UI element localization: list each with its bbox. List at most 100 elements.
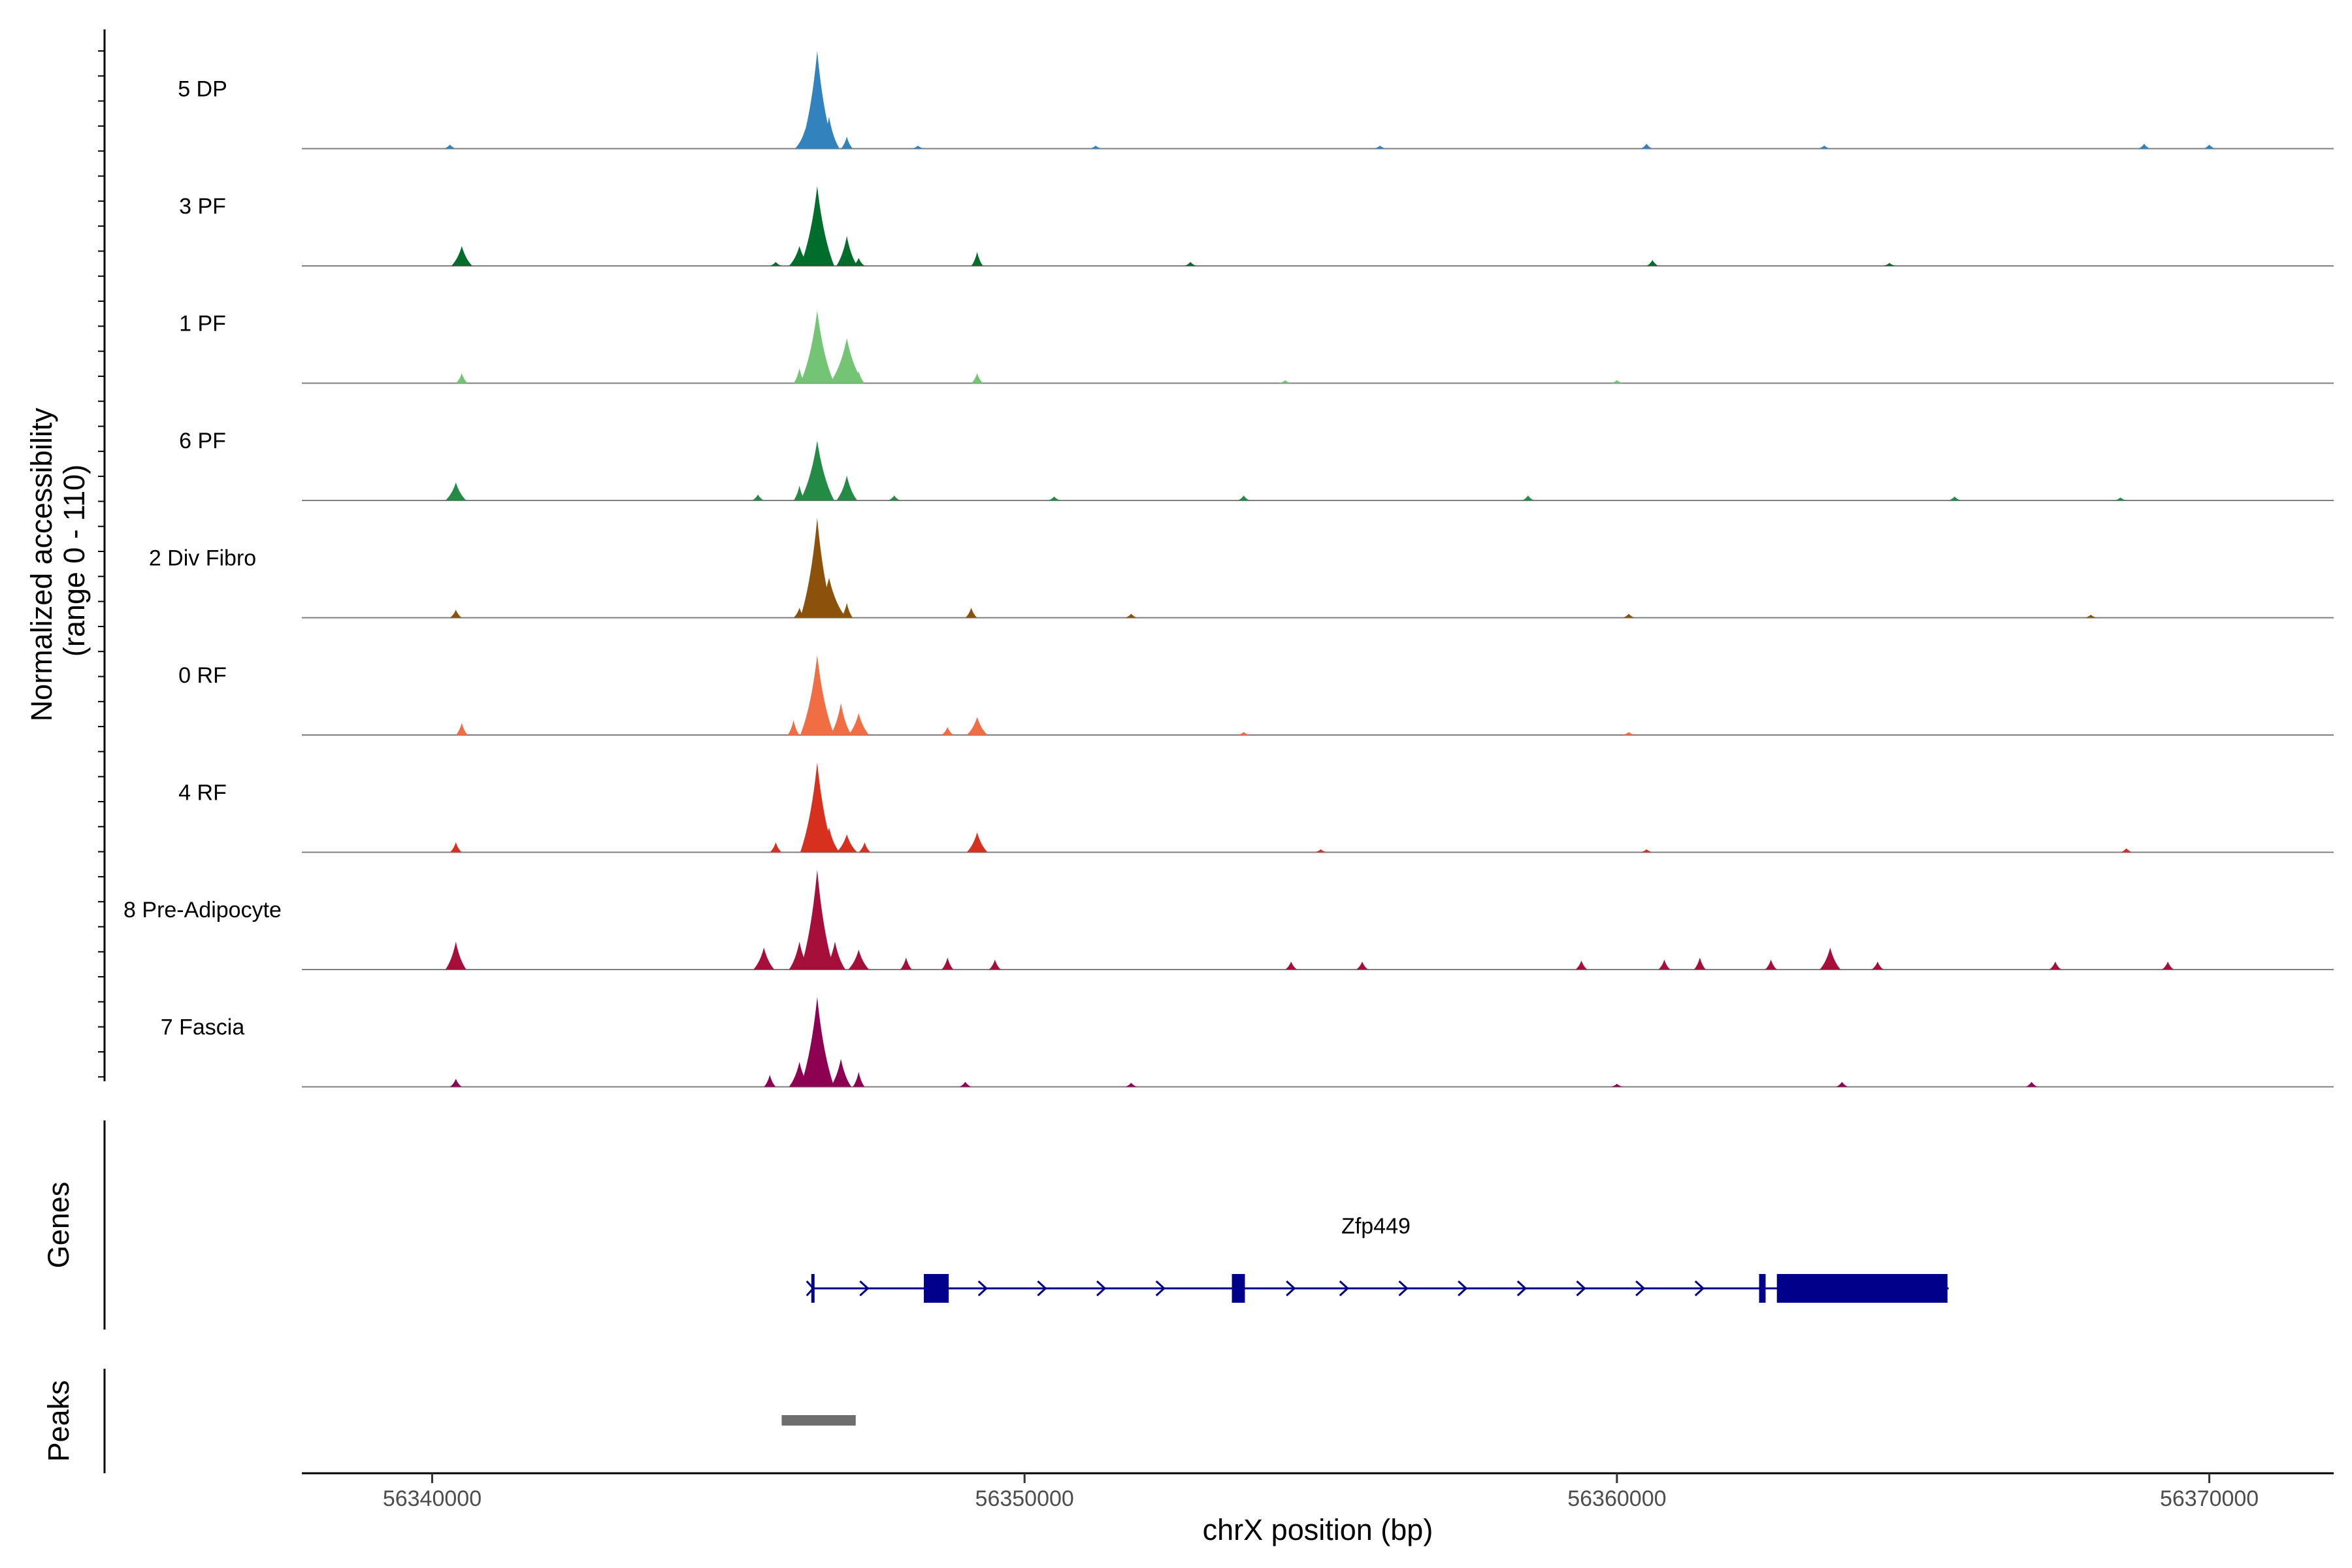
coverage-peak (764, 1075, 776, 1087)
track-label: 7 Fascia (161, 1015, 245, 1040)
coverage-peak (1237, 732, 1250, 735)
coverage-peak (2162, 961, 2174, 970)
coverage-peak (853, 257, 865, 266)
gene-exon (1776, 1274, 1948, 1303)
coverage-peak (2120, 848, 2132, 853)
coverage-peak (841, 137, 853, 149)
track-8: 8 Pre-Adipocyte (123, 870, 2334, 970)
coverage-peak (1871, 961, 1884, 970)
coverage-peak (800, 186, 834, 266)
coverage-peak (836, 475, 858, 500)
coverage-peak (841, 602, 853, 618)
gene-strand-arrow (1155, 1280, 1166, 1297)
coverage-peak (836, 834, 858, 853)
coverage-peak (455, 723, 468, 735)
coverage-peak (1315, 849, 1327, 853)
coverage-peak (2085, 614, 2097, 618)
coverage-peak (1125, 613, 1137, 618)
coverage-peak (1623, 613, 1635, 618)
y-axis: Normalized accessibility (range 0 - 110) (25, 29, 106, 1081)
coverage-peak (800, 440, 834, 500)
coverage-peak (818, 116, 840, 149)
coverage-peak (770, 261, 782, 266)
peak-regions (781, 1415, 856, 1426)
track-label: 6 PF (179, 429, 226, 453)
coverage-peak (1646, 259, 1659, 266)
coverage-peak (836, 236, 858, 266)
coverage-peak (941, 727, 954, 735)
coverage-peak (1820, 947, 1841, 970)
track-4: 6 PF (179, 429, 2334, 501)
track-3: 1 PF (179, 310, 2334, 384)
coverage-peak (1610, 1083, 1623, 1087)
track-7: 4 RF (178, 762, 2334, 853)
peak-region-bar (781, 1415, 856, 1426)
x-tick-label: 56340000 (383, 1486, 482, 1511)
gene-strand-arrow (1398, 1280, 1409, 1297)
track-label: 3 PF (179, 194, 226, 219)
coverage-peak (1658, 959, 1671, 970)
y-axis-title-line-1: Normalized accessibility (25, 408, 58, 722)
coverage-peak (2203, 144, 2215, 149)
gene-name-label: Zfp449 (1341, 1214, 1411, 1239)
coverage-peak (2025, 1081, 2038, 1087)
coverage-peak (848, 949, 870, 970)
coverage-peak (1048, 496, 1060, 500)
track-label: 1 PF (179, 312, 226, 336)
gene-strand-arrow (1516, 1280, 1527, 1297)
coverage-peak (1693, 957, 1706, 970)
y-axis-ticks (98, 50, 105, 1078)
coverage-peak (800, 870, 834, 970)
coverage-peak (971, 252, 983, 266)
coverage-peak (1575, 960, 1588, 970)
coverage-peak (449, 842, 462, 853)
gene-strand-arrow (977, 1280, 988, 1297)
track-label: 4 RF (178, 781, 227, 806)
coverage-peak (2138, 143, 2150, 149)
x-tick-label: 56350000 (975, 1486, 1074, 1511)
gene-exon (1759, 1274, 1766, 1303)
gene-exon (1232, 1274, 1245, 1303)
coverage-peak (1356, 961, 1369, 970)
coverage-peak (2049, 961, 2061, 970)
coverage-peak (988, 959, 1001, 970)
coverage-peak (2114, 497, 2127, 500)
coverage-peak (800, 997, 834, 1087)
coverage-peak (449, 610, 462, 618)
coverage-peak (1641, 143, 1653, 149)
coverage-peak (966, 717, 988, 735)
coverage-peak (455, 373, 468, 384)
track-9: 7 Fascia (161, 997, 2334, 1088)
coverage-peak (971, 373, 983, 384)
coverage-peak (965, 608, 977, 618)
genes-panel: Genes Zfp449 (42, 1120, 1949, 1330)
coverage-peak (959, 1081, 972, 1087)
coverage-peak (858, 842, 871, 853)
x-tick-label: 56370000 (2160, 1486, 2259, 1511)
coverage-peak (853, 1071, 865, 1087)
coverage-peak (1610, 380, 1623, 384)
gene-strand-arrow (1458, 1280, 1468, 1297)
gene-strand-arrow (1096, 1280, 1107, 1297)
coverage-peak (1883, 263, 1895, 266)
gene-exon (924, 1274, 949, 1303)
coverage-peak (825, 941, 846, 970)
coverage-peak (1948, 496, 1961, 500)
coverage-peak (787, 720, 800, 735)
gene-model-zfp449 (806, 1274, 1949, 1303)
peaks-track-label: Peaks (42, 1380, 75, 1462)
coverage-peak (445, 941, 466, 970)
gene-strand-arrow (1576, 1280, 1586, 1297)
coverage-peak (1184, 261, 1197, 266)
coverage-peak (966, 832, 988, 853)
coverage-peak (451, 246, 472, 266)
track-5: 2 Div Fibro (149, 517, 2334, 619)
coverage-peak (818, 827, 840, 853)
track-label: 0 RF (178, 663, 227, 688)
x-axis-ticks: 56340000 56350000 56360000 56370000 (383, 1473, 2259, 1511)
gene-strand-arrow (1694, 1280, 1705, 1297)
coverage-peak (752, 494, 764, 500)
coverage-peak (445, 482, 466, 500)
